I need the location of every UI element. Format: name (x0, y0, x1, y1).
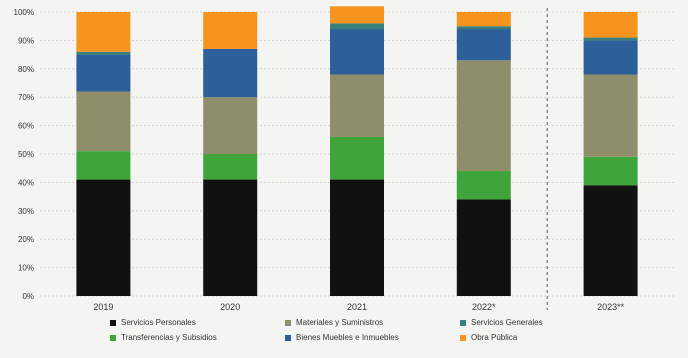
y-tick-label: 10% (18, 264, 34, 273)
y-tick-label: 40% (18, 178, 34, 187)
legend-swatch (285, 334, 291, 341)
bar-segment (456, 60, 511, 172)
x-tick-label: 2019 (93, 302, 113, 312)
x-tick-label: 2021 (347, 302, 367, 312)
legend-label: Transferencias y Subsidios (121, 333, 217, 342)
legend-item: Servicios Generales (460, 318, 630, 327)
bar-segment (456, 199, 511, 296)
y-tick-label: 70% (18, 93, 34, 102)
bar-segment (583, 74, 638, 157)
y-tick-label: 0% (22, 292, 34, 301)
bar-segment (76, 151, 131, 180)
y-tick-label: 20% (18, 235, 34, 244)
bar-segment (583, 37, 638, 41)
y-tick-label: 30% (18, 207, 34, 216)
bar-segment (456, 26, 511, 30)
legend-label: Servicios Personales (121, 318, 196, 327)
legend-item: Obra Pública (460, 333, 630, 342)
bar-segment (330, 136, 384, 180)
bar-segment (203, 12, 258, 49)
bar-segment (76, 179, 131, 296)
bar-segment (583, 185, 638, 296)
bar-segment (76, 91, 131, 152)
legend-item: Materiales y Suministros (285, 318, 460, 327)
y-tick-label: 80% (18, 65, 34, 74)
bar-segment (330, 74, 384, 137)
legend-item: Transferencias y Subsidios (110, 333, 285, 342)
bar-segment (203, 97, 258, 154)
x-tick-label: 2022* (472, 302, 496, 312)
bar-segment (203, 48, 258, 98)
y-tick-label: 60% (18, 122, 34, 131)
bar-segment (76, 51, 131, 55)
bar-segment (76, 54, 131, 92)
x-tick-label: 2023** (597, 302, 625, 312)
bar-segment (583, 40, 638, 75)
legend-item: Bienes Muebles e Inmuebles (285, 333, 460, 342)
legend-label: Servicios Generales (471, 318, 543, 327)
bar-segment (456, 12, 511, 27)
legend-swatch (460, 319, 466, 326)
bar-segment (203, 179, 258, 296)
chart-legend: Servicios Personales Materiales y Suminis… (110, 318, 630, 342)
legend-swatch (460, 334, 466, 341)
legend-item: Servicios Personales (110, 318, 285, 327)
legend-swatch (110, 334, 116, 341)
bar-segment (330, 23, 384, 30)
bar-segment (76, 12, 131, 52)
bar-segment (330, 29, 384, 75)
y-tick-label: 50% (18, 150, 34, 159)
bar-segment (330, 179, 384, 296)
bar-segment (583, 12, 638, 38)
x-tick-label: 2020 (220, 302, 240, 312)
bar-segment (583, 156, 638, 186)
legend-label: Materiales y Suministros (296, 318, 384, 327)
legend-swatch (285, 319, 291, 326)
bar-segment (456, 171, 511, 200)
y-tick-label: 100% (14, 8, 34, 17)
bar-segment (330, 6, 384, 24)
bar-segment (203, 154, 258, 180)
y-tick-label: 90% (18, 36, 34, 45)
legend-swatch (110, 319, 116, 326)
legend-label: Bienes Muebles e Inmuebles (296, 333, 399, 342)
legend-label: Obra Pública (471, 333, 518, 342)
bar-segment (456, 29, 511, 61)
